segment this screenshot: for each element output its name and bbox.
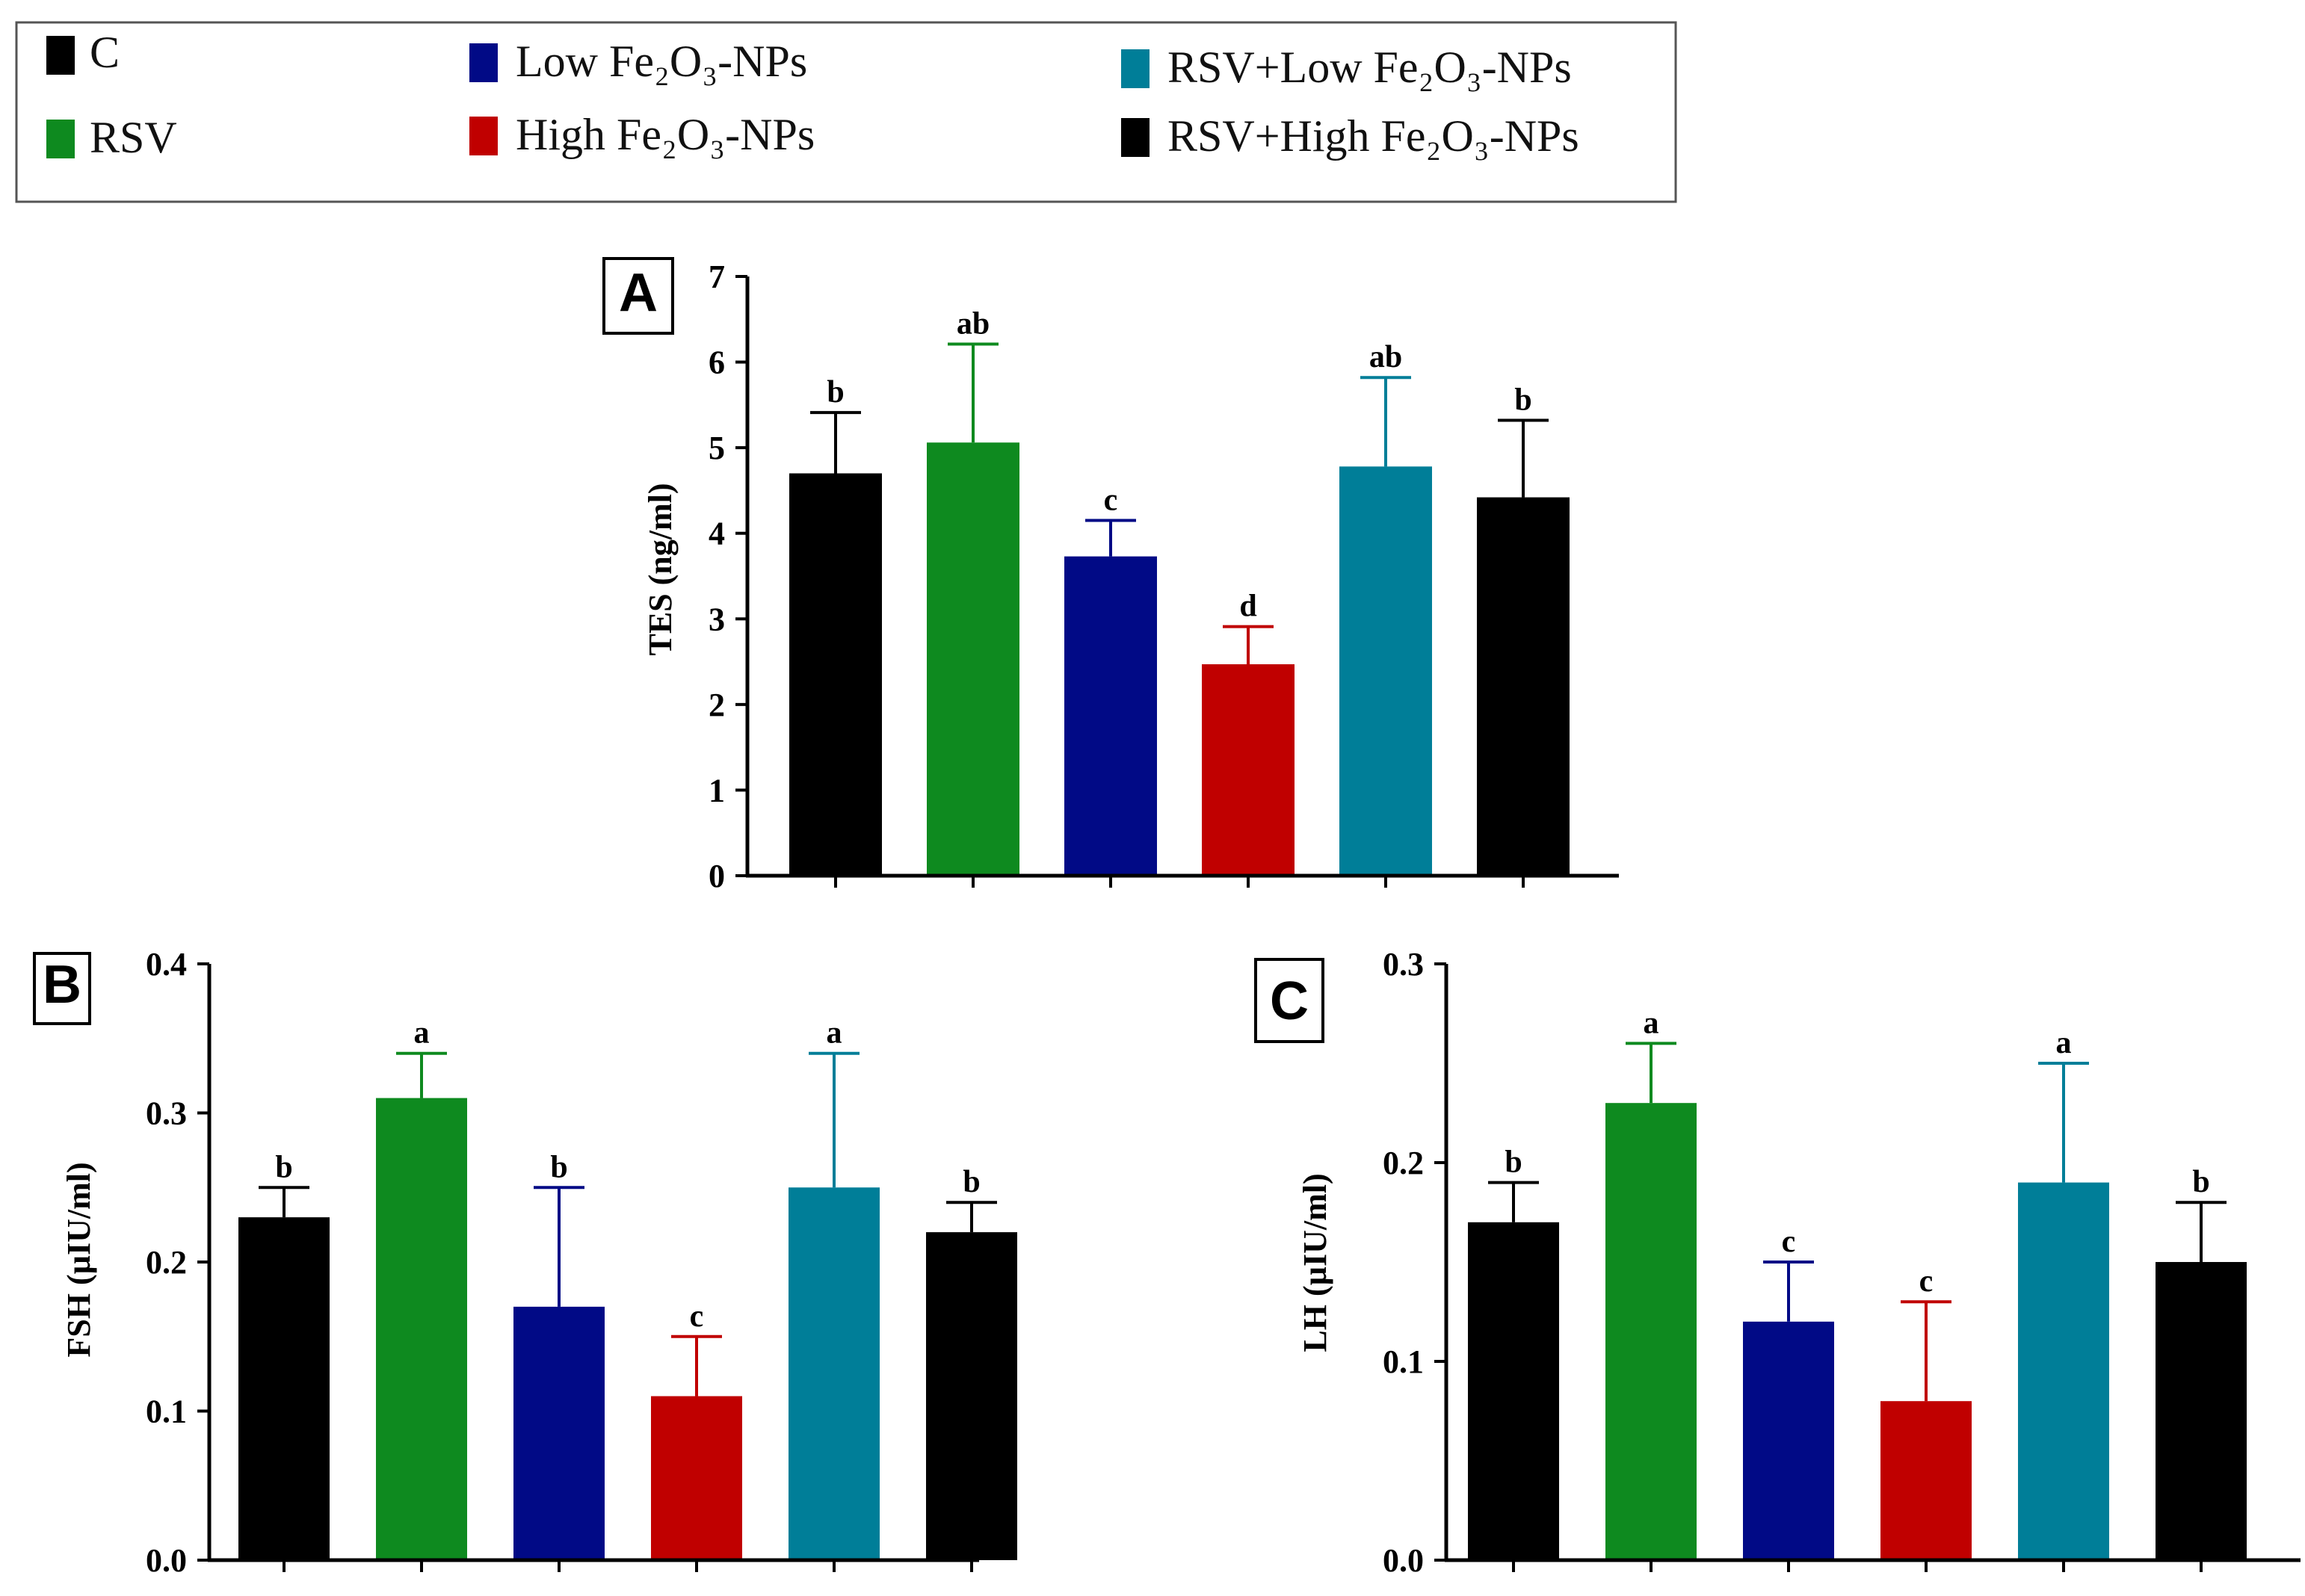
chart-b-bar <box>376 1098 467 1560</box>
legend-label-high-fe2o3: High Fe₂O₃-NPs <box>516 110 815 159</box>
chart-a-y-tick-label: 2 <box>709 687 725 723</box>
chart-b-panel-label: B <box>43 955 81 1015</box>
chart-c-bar <box>1743 1321 1834 1560</box>
chart-a-bar <box>1064 556 1157 876</box>
chart-b-y-tick-label: 0.3 <box>146 1095 187 1132</box>
chart-b: B FSH (µIU/ml) 0.0 0.1 0.2 0.3 0.4 b a b c a b <box>33 946 1017 1579</box>
chart-b-significance-letter: a <box>827 1016 842 1051</box>
chart-c-significance-letter: b <box>1505 1145 1522 1180</box>
legend-swatch-rsv-high-fe2o3 <box>1121 118 1150 157</box>
chart-a-y-tick-label: 1 <box>709 772 725 808</box>
legend-label-rsv: RSV <box>90 113 177 162</box>
chart-b-panel-label-box <box>33 952 91 1025</box>
chart-a: A TES (ng/ml) 0 1 2 3 4 5 6 7 b ab c d ab b <box>602 257 1619 894</box>
chart-a-y-tick-label: 0 <box>709 858 725 894</box>
chart-b-y-axis-label: FSH (µIU/ml) <box>61 1162 97 1357</box>
chart-c-bar <box>1468 1222 1559 1560</box>
chart-b-y-tick-label: 0.4 <box>146 946 187 983</box>
chart-a-panel-label-box <box>602 257 674 335</box>
legend-label-rsv-low-fe2o3: RSV+Low Fe₂O₃-NPs <box>1167 43 1572 92</box>
legend-item-rsv-low-fe2o3: RSV+Low Fe₂O₃-NPs <box>1121 43 1572 92</box>
chart-c-bar <box>1605 1103 1697 1560</box>
chart-c-significance-letter: a <box>2056 1026 2072 1060</box>
chart-c: C LH (µIU/ml) 0.0 0.1 0.2 0.3 b a c c a b <box>1254 946 2301 1579</box>
chart-a-bar <box>927 442 1019 876</box>
chart-a-bar <box>789 473 882 876</box>
chart-c-significance-letter: c <box>1919 1264 1934 1299</box>
chart-c-y-axis-label: LH (µIU/ml) <box>1297 1173 1333 1352</box>
chart-a-significance-letter: b <box>827 375 844 409</box>
chart-c-y-tick-label: 0.1 <box>1383 1343 1424 1380</box>
legend-swatch-c <box>46 36 75 75</box>
legend-item-rsv: RSV <box>46 113 177 162</box>
chart-b-y-tick-label: 0.1 <box>146 1394 187 1430</box>
legend-swatch-rsv <box>46 120 75 158</box>
legend-item-c: C <box>46 28 120 77</box>
chart-b-y-tick-label: 0.0 <box>146 1542 187 1579</box>
chart-c-y-tick-label: 0.2 <box>1383 1145 1424 1181</box>
chart-b-bar <box>789 1187 880 1560</box>
chart-a-y-tick-label: 7 <box>709 259 725 295</box>
chart-a-significance-letter: c <box>1104 483 1118 518</box>
legend-swatch-high-fe2o3 <box>469 117 498 155</box>
chart-b-bar <box>513 1306 605 1560</box>
chart-c-bar <box>2156 1262 2247 1560</box>
chart-b-bar <box>651 1396 742 1560</box>
chart-a-panel-label: A <box>619 263 658 323</box>
legend-swatch-low-fe2o3 <box>469 43 498 82</box>
legend-label-c: C <box>90 28 120 77</box>
chart-a-significance-letter: ab <box>1369 340 1402 374</box>
legend-swatch-rsv-low-fe2o3 <box>1121 49 1150 88</box>
legend-label-low-fe2o3: Low Fe₂O₃-NPs <box>516 37 807 86</box>
chart-c-panel-label-box <box>1254 958 1324 1043</box>
legend-box <box>15 21 1677 203</box>
chart-a-significance-letter: ab <box>957 307 990 341</box>
chart-b-significance-letter: c <box>690 1299 704 1334</box>
legend-label-rsv-high-fe2o3: RSV+High Fe₂O₃-NPs <box>1167 111 1579 161</box>
chart-c-y-tick-label: 0.3 <box>1383 946 1424 983</box>
chart-a-significance-letter: d <box>1239 590 1256 624</box>
legend-item-rsv-high-fe2o3: RSV+High Fe₂O₃-NPs <box>1121 111 1579 161</box>
chart-c-significance-letter: c <box>1782 1225 1796 1259</box>
chart-c-y-tick-label: 0.0 <box>1383 1542 1424 1579</box>
chart-a-significance-letter: b <box>1514 383 1531 417</box>
chart-c-significance-letter: b <box>2192 1165 2209 1199</box>
chart-a-bar <box>1339 466 1432 876</box>
legend: C RSV Low Fe₂O₃-NPs High Fe₂O₃-NPs RSV+L… <box>15 21 1677 203</box>
chart-b-significance-letter: a <box>414 1016 430 1051</box>
chart-a-bar <box>1202 664 1295 876</box>
chart-c-bar <box>2018 1182 2109 1560</box>
chart-b-bar <box>238 1217 330 1560</box>
chart-b-y-tick-label: 0.2 <box>146 1244 187 1281</box>
chart-a-y-tick-label: 5 <box>709 430 725 466</box>
chart-c-panel-label: C <box>1270 971 1309 1031</box>
chart-a-y-tick-label: 4 <box>709 516 725 552</box>
chart-a-y-axis-label: TES (ng/ml) <box>642 483 679 655</box>
legend-item-high-fe2o3: High Fe₂O₃-NPs <box>469 110 815 159</box>
chart-b-significance-letter: b <box>275 1150 292 1184</box>
chart-c-significance-letter: a <box>1644 1006 1659 1040</box>
legend-item-low-fe2o3: Low Fe₂O₃-NPs <box>469 37 807 86</box>
chart-a-y-tick-label: 6 <box>709 344 725 381</box>
chart-b-significance-letter: b <box>550 1150 567 1184</box>
chart-c-bar <box>1880 1401 1972 1560</box>
chart-b-significance-letter: b <box>963 1165 980 1199</box>
chart-a-bar <box>1477 497 1570 876</box>
chart-b-bar <box>926 1232 1017 1560</box>
chart-a-y-tick-label: 3 <box>709 601 725 637</box>
